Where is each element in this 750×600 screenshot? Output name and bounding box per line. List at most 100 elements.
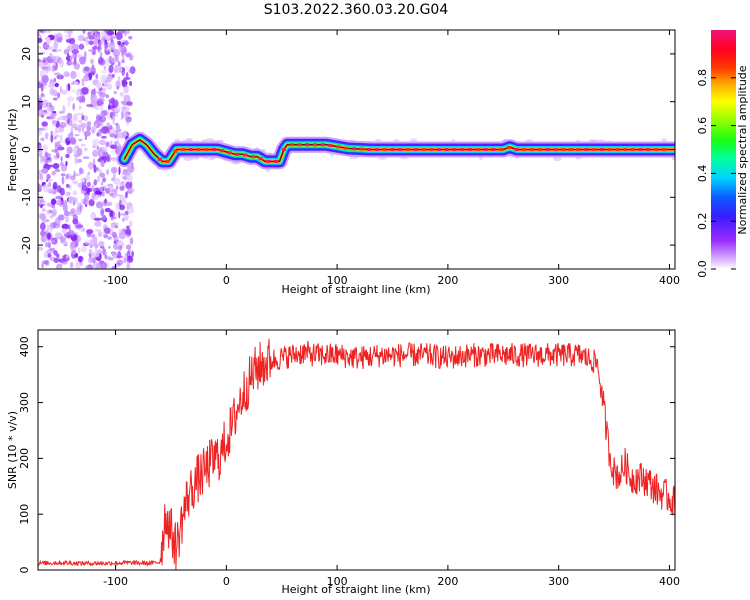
noise-blob xyxy=(79,56,86,65)
ridge-peak xyxy=(188,148,193,151)
noise-blob xyxy=(112,114,115,121)
noise-blob xyxy=(75,90,80,96)
ridge-peak xyxy=(382,148,387,151)
noise-blob xyxy=(128,36,133,40)
noise-blob xyxy=(121,106,127,111)
noise-blob xyxy=(61,228,67,233)
noise-blob xyxy=(100,181,104,186)
ridge-peak xyxy=(460,148,465,151)
noise-blob xyxy=(101,87,107,93)
ridge-peak xyxy=(328,144,333,147)
noise-blob xyxy=(116,259,124,266)
ridge-peak xyxy=(227,151,232,155)
x-tick-label: 100 xyxy=(327,274,348,287)
noise-blob xyxy=(104,41,109,49)
noise-blob xyxy=(70,175,76,181)
noise-blob xyxy=(83,115,89,122)
noise-blob xyxy=(86,181,91,187)
noise-blob xyxy=(51,171,56,176)
noise-blob xyxy=(116,138,119,147)
noise-blob xyxy=(101,69,108,74)
ridge-peak xyxy=(250,155,255,159)
noise-blob xyxy=(77,34,85,42)
noise-blob xyxy=(125,230,131,235)
noise-blob xyxy=(72,190,78,196)
noise-blob xyxy=(99,186,104,193)
x-tick-label: 100 xyxy=(327,575,348,588)
noise-blob xyxy=(70,70,77,79)
halo-blob xyxy=(553,156,562,162)
ridge-peak xyxy=(514,148,519,151)
colorbar-tick-label: 0.8 xyxy=(696,69,709,87)
ridge-peak xyxy=(313,143,317,147)
noise-blob xyxy=(101,39,104,46)
noise-blob xyxy=(47,58,55,64)
noise-blob xyxy=(98,90,103,96)
noise-blob xyxy=(83,37,91,43)
noise-blob xyxy=(50,240,55,244)
x-tick-label: 0 xyxy=(223,274,230,287)
noise-blob xyxy=(38,101,43,108)
noise-blob xyxy=(96,81,102,90)
noise-blob xyxy=(62,200,68,207)
noise-blob xyxy=(78,105,82,110)
noise-blob xyxy=(55,134,60,138)
noise-blob xyxy=(38,46,44,49)
noise-blob xyxy=(71,49,80,55)
noise-blob xyxy=(100,208,105,217)
noise-blob xyxy=(49,115,57,120)
noise-blob xyxy=(74,252,79,258)
noise-blob xyxy=(60,156,63,162)
noise-blob xyxy=(104,255,108,260)
ridge-peak xyxy=(274,159,279,163)
noise-blob xyxy=(86,121,92,126)
noise-blob xyxy=(93,251,100,258)
ridge-peak xyxy=(421,148,426,151)
noise-blob xyxy=(115,32,123,40)
noise-blob xyxy=(108,256,114,261)
noise-blob xyxy=(51,198,57,205)
noise-blob xyxy=(59,235,65,243)
halo-blob xyxy=(374,139,382,142)
noise-blob xyxy=(68,196,74,204)
noise-blob xyxy=(61,261,68,265)
noise-blob xyxy=(60,173,66,177)
noise-blob xyxy=(123,214,130,219)
noise-blob xyxy=(40,201,43,205)
noise-blob xyxy=(42,144,48,151)
noise-blob xyxy=(44,30,52,34)
ridge-peak xyxy=(444,148,449,151)
noise-blob xyxy=(117,40,121,45)
noise-blob xyxy=(74,127,79,131)
noise-blob xyxy=(38,150,43,158)
noise-blob xyxy=(86,124,91,132)
ridge-peak xyxy=(561,148,566,151)
noise-blob xyxy=(122,176,128,180)
noise-blob xyxy=(94,123,98,128)
noise-blob xyxy=(75,260,81,269)
ridge-peak xyxy=(235,152,240,156)
y-tick-label: 400 xyxy=(18,336,31,357)
ridge-peak xyxy=(452,148,457,151)
colorbar-tick-label: 0.2 xyxy=(696,212,709,230)
ridge-peak xyxy=(599,148,604,151)
noise-blob xyxy=(116,65,123,73)
noise-blob xyxy=(126,101,133,107)
noise-blob xyxy=(70,123,78,129)
noise-blob xyxy=(91,234,95,238)
snr-y-label: SNR (10 * v/v) xyxy=(6,411,19,489)
noise-blob xyxy=(57,92,60,99)
noise-blob xyxy=(111,157,117,162)
noise-blob xyxy=(91,192,95,202)
ridge-peak xyxy=(475,148,480,151)
spectrogram-y-label: Frequency (Hz) xyxy=(6,109,19,192)
y-tick-label: 300 xyxy=(18,392,31,413)
noise-blob xyxy=(102,177,107,183)
noise-blob xyxy=(59,59,65,68)
noise-blob xyxy=(39,30,43,34)
ridge-peak xyxy=(506,146,511,149)
noise-blob xyxy=(124,65,130,71)
noise-blob xyxy=(46,209,50,216)
ridge-peak xyxy=(483,148,488,151)
noise-blob xyxy=(45,241,49,248)
